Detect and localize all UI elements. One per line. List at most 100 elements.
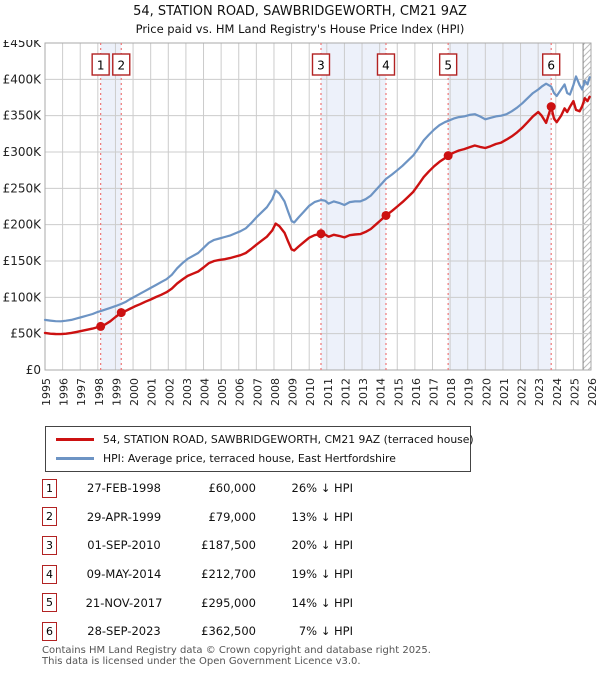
sale-number-label: 3 (317, 59, 325, 73)
sale-number-badge: 4 (42, 564, 57, 584)
x-axis-tick-label: 2000 (128, 378, 141, 406)
x-axis-tick-label: 2013 (357, 378, 370, 406)
sale-number-box (311, 53, 331, 76)
x-axis-tick-label: 1996 (58, 378, 71, 406)
y-axis-tick-label: £300K (3, 145, 43, 159)
sale-vs-hpi: 14% ↓ HPI (291, 595, 353, 610)
sale-vs-hpi: 19% ↓ HPI (291, 567, 353, 582)
sale-number-badge: 6 (42, 621, 57, 641)
y-axis-tick-label: £50K (10, 327, 42, 341)
y-axis-tick-label: £400K (3, 72, 43, 86)
sale-date: 09-MAY-2014 (86, 567, 162, 582)
sale-row: 1 27-FEB-1998 £60,000 26% ↓ HPI (42, 474, 372, 503)
x-axis-tick-label: 2025 (568, 378, 581, 406)
x-axis-tick-label: 2023 (533, 378, 546, 406)
sale-number-box (112, 53, 131, 76)
x-axis-tick-label: 2018 (445, 378, 458, 406)
chart-title: 54, STATION ROAD, SAWBRIDGEWORTH, CM21 9… (133, 4, 467, 19)
sale-row: 4 09-MAY-2014 £212,700 19% ↓ HPI (42, 560, 372, 589)
x-axis-tick-label: 1997 (75, 378, 88, 406)
x-axis-tick-label: 2014 (375, 378, 388, 406)
x-axis-tick-label: 2009 (287, 378, 300, 406)
sale-number-badge: 1 (42, 478, 57, 498)
sale-number-label: 6 (547, 59, 555, 73)
sale-price: £79,000 (208, 509, 256, 524)
y-axis-tick-label: £250K (3, 181, 43, 195)
footer-line-1: Contains HM Land Registry data © Crown c… (42, 645, 431, 656)
sale-number-box (376, 53, 396, 76)
legend-item: HPI: Average price, terraced house, East… (52, 449, 464, 468)
x-axis-tick-label: 1999 (110, 378, 123, 406)
x-axis-tick-label: 2012 (339, 378, 352, 406)
x-axis-tick-label: 2019 (463, 378, 476, 406)
y-axis-tick-label: £450K (3, 40, 43, 50)
ownership-period-band (100, 43, 122, 370)
x-axis-tick-label: 2006 (234, 378, 247, 406)
legend-item: 54, STATION ROAD, SAWBRIDGEWORTH, CM21 9… (52, 430, 474, 449)
x-axis-tick-label: 2004 (199, 378, 212, 406)
x-axis-tick-label: 2005 (216, 378, 229, 406)
sale-number-badge: 5 (42, 593, 57, 613)
sale-date: 29-APR-1999 (86, 509, 162, 524)
x-axis-tick-label: 2007 (251, 378, 264, 406)
y-axis-tick-label: £150K (3, 254, 43, 268)
sale-price: £187,500 (201, 538, 256, 553)
price-history-chart: 1 2 3 4 5 6 £0 £50K £100K £150K £200K £250K £300K £35… (3, 40, 599, 406)
sale-number-box (541, 53, 561, 76)
x-axis-tick-label: 2003 (181, 378, 194, 406)
property-series-line (43, 95, 591, 336)
sale-price: £362,500 (201, 624, 256, 639)
y-axis-tick-label: £100K (3, 290, 43, 304)
sale-price: £60,000 (208, 481, 256, 496)
sale-date: 27-FEB-1998 (87, 481, 161, 496)
sale-number-box (438, 53, 458, 76)
sale-number-label: 1 (97, 59, 105, 73)
x-axis-tick-label: 2024 (551, 378, 564, 406)
sale-point-dot (116, 308, 126, 318)
x-axis-tick-label: 2020 (480, 378, 493, 406)
sale-date: 28-SEP-2023 (87, 624, 161, 639)
sale-number-label: 5 (444, 59, 452, 73)
chart-legend: 54, STATION ROAD, SAWBRIDGEWORTH, CM21 9… (45, 426, 474, 472)
sale-point-dot (96, 321, 106, 331)
ownership-period-band (448, 43, 552, 370)
ownership-period-band (320, 43, 386, 370)
hpi-line-swatch (56, 457, 94, 460)
x-axis-tick-label: 2010 (304, 378, 317, 406)
sale-price: £295,000 (201, 595, 256, 610)
license-footer: Contains HM Land Registry data © Crown c… (42, 645, 431, 667)
sale-date: 21-NOV-2017 (85, 595, 163, 610)
future-no-data-band (583, 43, 591, 370)
sale-date: 01-SEP-2010 (87, 538, 161, 553)
sale-vs-hpi: 20% ↓ HPI (291, 538, 353, 553)
legend-label: 54, STATION ROAD, SAWBRIDGEWORTH, CM21 9… (103, 433, 474, 446)
x-axis-tick-label: 2026 (586, 378, 599, 406)
property-line-swatch (56, 438, 94, 441)
sale-number-badge: 3 (42, 535, 57, 555)
sale-number-label: 2 (117, 59, 125, 73)
sale-vs-hpi: 7% ↓ HPI (298, 624, 353, 639)
sale-vs-hpi: 26% ↓ HPI (291, 481, 353, 496)
x-axis-tick-label: 1995 (40, 378, 53, 406)
plot-border (44, 42, 592, 371)
sale-price: £212,700 (201, 567, 256, 582)
legend-label: HPI: Average price, terraced house, East… (103, 452, 396, 465)
x-axis-tick-label: 2002 (163, 378, 176, 406)
sale-number-box (91, 53, 110, 76)
sale-point-dot (546, 102, 556, 112)
sale-number-label: 4 (382, 59, 390, 73)
sale-vs-hpi: 13% ↓ HPI (291, 509, 353, 524)
x-axis-tick-label: 1998 (93, 378, 106, 406)
x-axis-tick-label: 2016 (410, 378, 423, 406)
x-axis-tick-label: 2022 (516, 378, 529, 406)
hpi-series-line (43, 75, 591, 323)
sale-row: 6 28-SEP-2023 £362,500 7% ↓ HPI (42, 617, 372, 646)
x-axis-tick-label: 2001 (146, 378, 159, 406)
y-axis-tick-label: £0 (26, 363, 41, 377)
sale-row: 3 01-SEP-2010 £187,500 20% ↓ HPI (42, 531, 372, 560)
sales-table: 1 27-FEB-1998 £60,000 26% ↓ HPI 2 29-APR-1999… (42, 474, 372, 646)
x-axis-tick-label: 2017 (427, 378, 440, 406)
x-axis-tick-label: 2021 (498, 378, 511, 406)
y-axis-tick-label: £200K (3, 218, 43, 232)
